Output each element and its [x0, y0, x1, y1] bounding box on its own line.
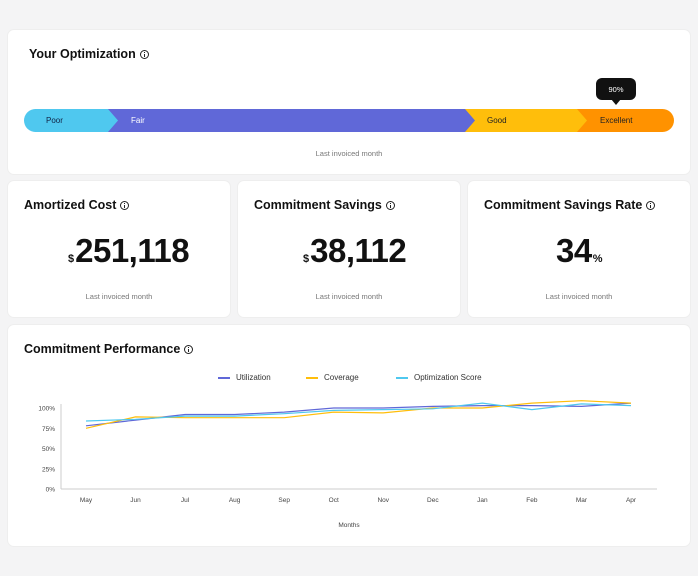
optimization-title-wrap: Your Optimization	[29, 47, 149, 61]
kpi-title-wrap: Commitment Savings Rate	[484, 198, 656, 212]
info-icon[interactable]	[385, 200, 395, 210]
legend-swatch	[306, 376, 318, 379]
x-tick-label: Feb	[526, 497, 538, 504]
legend-item-optimization-score[interactable]: Optimization Score	[396, 373, 482, 382]
kpi-title-wrap: Amortized Cost	[24, 198, 130, 212]
kpi-caption: Last invoiced month	[545, 292, 613, 301]
legend-label: Optimization Score	[414, 373, 482, 382]
y-tick-label: 25%	[42, 466, 55, 473]
optimization-card	[8, 30, 690, 174]
kpi-prefix: $	[303, 253, 310, 265]
kpi-title-amortized-cost: Amortized Cost	[24, 198, 117, 212]
performance-title: Commitment Performance	[24, 342, 181, 356]
x-tick-label: Apr	[626, 497, 637, 504]
kpi-card-amortized-cost	[8, 181, 230, 317]
optimization-marker-tooltip: 90%	[596, 78, 636, 105]
x-tick-label: Jan	[477, 497, 488, 504]
segment-poor-label: Poor	[46, 116, 63, 125]
info-icon[interactable]	[646, 200, 656, 210]
x-tick-label: Jul	[181, 497, 190, 504]
kpi-title-wrap: Commitment Savings	[254, 198, 395, 212]
kpi-value-amortized-cost: $ 251,118	[68, 232, 190, 270]
x-tick-label: Dec	[427, 497, 439, 504]
series-line-utilization[interactable]	[85, 402, 632, 427]
series-line-optimization-score[interactable]	[85, 402, 632, 422]
x-tick-label: Jun	[130, 497, 141, 504]
kpi-number: 34	[556, 232, 592, 269]
kpi-number: 38,112	[310, 232, 407, 269]
y-tick-label: 100%	[38, 406, 55, 413]
y-tick-label: 75%	[42, 426, 55, 433]
kpi-caption: Last invoiced month	[85, 292, 153, 301]
y-tick-label: 0%	[46, 487, 56, 494]
x-tick-label: Oct	[329, 497, 339, 504]
kpi-card-commitment-savings	[238, 181, 460, 317]
x-tick-label: Nov	[377, 497, 389, 504]
kpi-value-commitment-savings: $ 38,112	[303, 232, 407, 270]
segment-good-label: Good	[487, 116, 507, 125]
segment-poor	[24, 109, 120, 132]
legend-label: Coverage	[324, 373, 359, 382]
kpi-title-commitment-savings: Commitment Savings	[254, 198, 382, 212]
kpi-caption: Last invoiced month	[315, 292, 383, 301]
performance-title-wrap: Commitment Performance	[24, 342, 194, 356]
kpi-prefix: $	[68, 253, 75, 265]
segment-excellent-label: Excellent	[600, 116, 633, 125]
segment-fair-label: Fair	[131, 116, 145, 125]
legend-label: Utilization	[236, 373, 271, 382]
legend-item-utilization[interactable]: Utilization	[218, 373, 271, 382]
optimization-caption: Last invoiced month	[315, 149, 383, 158]
segment-fair: Fair	[108, 109, 498, 132]
segment-excellent: Excellent	[577, 109, 674, 132]
series-line-coverage[interactable]	[85, 400, 632, 429]
y-tick-label: 50%	[42, 446, 55, 453]
kpi-title-commitment-savings-rate: Commitment Savings Rate	[484, 198, 643, 212]
segment-good: Good	[465, 109, 602, 132]
x-tick-label: Mar	[576, 497, 588, 504]
optimization-title: Your Optimization	[29, 47, 136, 61]
optimization-scale-bar: Poor Fair Good Excellent	[24, 109, 674, 132]
kpi-value-commitment-savings-rate: 34 %	[556, 232, 603, 270]
info-icon[interactable]	[184, 344, 194, 354]
legend-swatch	[396, 376, 408, 379]
legend-item-coverage[interactable]: Coverage	[306, 373, 359, 382]
kpi-number: 251,118	[75, 232, 190, 269]
performance-line-chart: 100% 75% 50% 25% 0% May Jun Jul Aug Sep Oct Nov Dec…	[38, 400, 657, 529]
legend-swatch	[218, 376, 230, 379]
info-icon[interactable]	[120, 200, 130, 210]
x-axis-title: Months	[338, 522, 360, 529]
x-tick-label: Aug	[229, 497, 241, 504]
kpi-suffix: %	[592, 253, 603, 265]
performance-card	[8, 325, 690, 546]
x-tick-label: Sep	[278, 497, 290, 504]
info-icon[interactable]	[139, 49, 149, 59]
x-tick-label: May	[80, 497, 93, 504]
